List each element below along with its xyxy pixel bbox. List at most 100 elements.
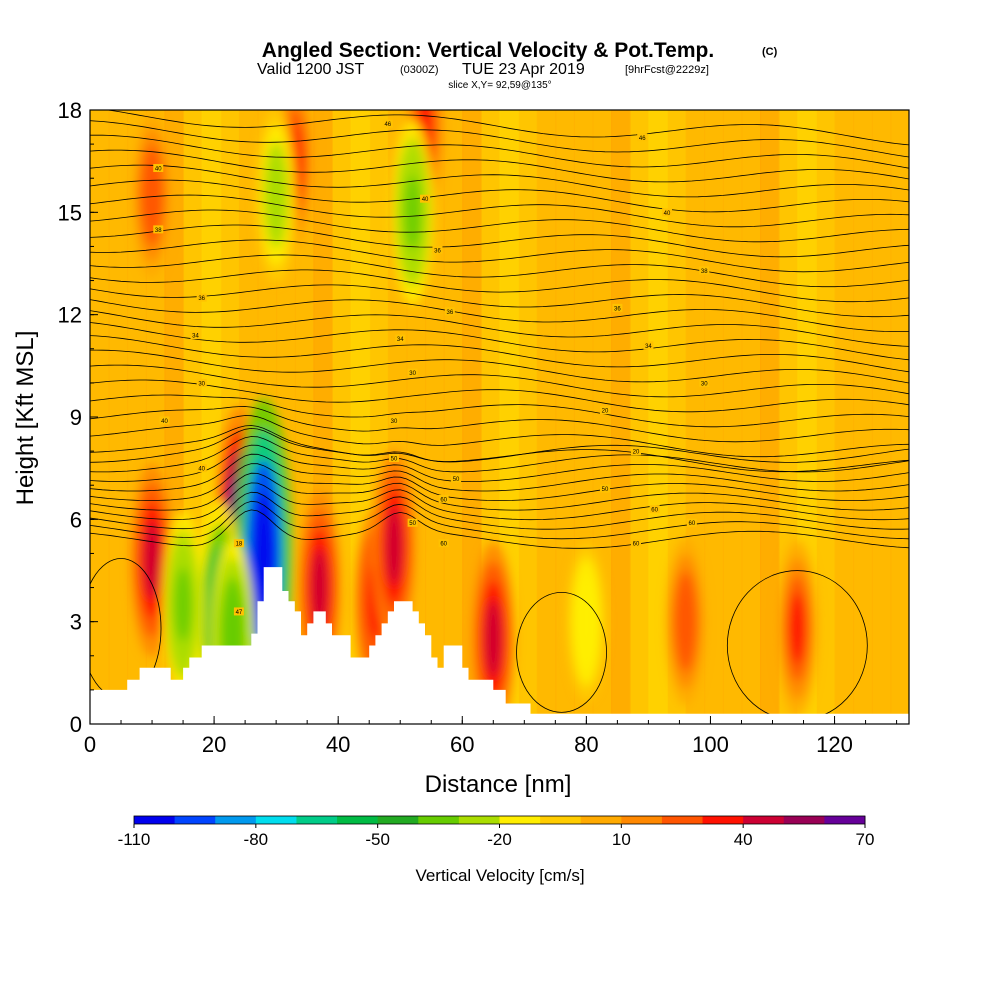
isentrope-label: 34 — [397, 337, 404, 343]
isentrope-line — [90, 299, 909, 332]
isentrope-line — [516, 591, 607, 713]
y-tick-label: 6 — [70, 507, 82, 532]
x-axis-label: Distance [nm] — [425, 771, 572, 798]
isentrope-line — [90, 224, 909, 258]
colorbar-swatch — [661, 816, 704, 824]
isentrope-line — [105, 110, 909, 146]
downdraft-core — [174, 567, 192, 642]
updraft-core — [484, 600, 502, 678]
velocity-stripe — [536, 110, 557, 724]
isentrope-label: 20 — [633, 450, 640, 456]
isentrope-line — [90, 415, 909, 458]
isentrope-label-bg — [196, 378, 207, 387]
velocity-stripe — [871, 110, 892, 724]
colorbar-swatch — [743, 816, 785, 824]
chart-title: Angled Section: Vertical Velocity & Pot.… — [262, 39, 714, 62]
isentrope-label: 36 — [447, 310, 454, 316]
colorbar-swatch — [702, 816, 744, 824]
isentrope-line — [90, 463, 909, 502]
colorbar-swatch — [215, 816, 257, 824]
isentrope-label-bg — [699, 378, 710, 387]
updraft-core — [311, 548, 329, 627]
isentrope-label: 34 — [645, 344, 652, 350]
velocity-stripe — [443, 110, 464, 724]
colorbar-swatch — [499, 816, 541, 824]
y-tick-label: 0 — [70, 712, 82, 737]
colorbar-swatch — [458, 816, 500, 824]
isentrope-line — [90, 453, 909, 492]
isentrope-line — [90, 472, 909, 511]
isentrope-label: 47 — [236, 610, 243, 616]
y-axis-label: Height [Kft MSL] — [12, 331, 39, 506]
colorbar-tick-label: -80 — [244, 830, 269, 849]
chart-titles: Angled Section: Vertical Velocity & Pot.… — [257, 39, 778, 91]
isentrope-label: 38 — [155, 228, 162, 234]
isentrope-lines — [90, 110, 909, 721]
isentrope-label-bg — [599, 406, 610, 415]
isentrope-line — [90, 239, 909, 273]
velocity-stripe — [722, 110, 743, 724]
isentrope-line — [90, 379, 909, 413]
colorbar-swatch — [418, 816, 460, 824]
colorbar-swatch — [824, 816, 866, 824]
colorbar-tick-label: 40 — [734, 830, 753, 849]
colorbar-tick-label: 70 — [856, 830, 875, 849]
isentrope-label: 60 — [651, 508, 658, 514]
downdraft-core — [578, 589, 594, 654]
colorbar-swatch — [296, 816, 338, 824]
y-axis: 0 3 6 9 12 15 18 — [58, 98, 98, 737]
isentrope-label: 50 — [391, 456, 398, 462]
isentrope-label-bg — [686, 518, 697, 527]
velocity-stripe — [760, 110, 780, 724]
colorbar-tick-label: 10 — [612, 830, 631, 849]
isentrope-label: 40 — [664, 211, 671, 217]
colorbar-swatch — [377, 816, 419, 824]
x-tick-label: 0 — [84, 732, 96, 757]
isentrope-label-bg — [395, 334, 406, 343]
isentrope-line — [90, 427, 909, 463]
downdraft-core — [404, 175, 421, 250]
x-tick-label: 80 — [574, 732, 598, 757]
colorbar: -110 -80 -50 -20 10 40 70 — [118, 815, 875, 849]
isentrope-label-bg — [190, 331, 201, 340]
isentrope-label: 34 — [192, 334, 199, 340]
isentrope-label-bg — [389, 416, 400, 425]
isentrope-label: 30 — [198, 381, 205, 387]
terrain — [90, 567, 909, 724]
isentrope-label-bg — [631, 447, 641, 456]
isentrope-label-bg — [407, 368, 418, 377]
isentrope-line — [90, 364, 909, 398]
isentrope-label-bg — [451, 474, 462, 483]
velocity-stripe — [90, 110, 110, 724]
colorbar-swatch — [540, 816, 582, 824]
isentrope-label-bg — [637, 133, 648, 142]
colorbar-swatch — [134, 816, 176, 824]
isentrope-line — [90, 491, 909, 530]
isentrope-line — [90, 482, 909, 521]
isentrope-label-bg — [153, 225, 164, 234]
updraft-core — [385, 507, 403, 586]
updraft-core — [789, 593, 806, 664]
isentrope-label: 60 — [440, 497, 447, 503]
isentrope-line — [90, 149, 909, 183]
isentrope-label: 18 — [236, 542, 243, 548]
chart-title-suffix: (C) — [762, 46, 778, 58]
isentrope-label: 60 — [633, 542, 640, 548]
isentrope-label-bg — [432, 245, 443, 254]
velocity-stripe — [834, 110, 855, 724]
x-tick-label: 20 — [202, 732, 226, 757]
isentrope-line — [90, 444, 909, 482]
isentrope-label-bg — [649, 505, 660, 514]
isentrope-label-bg — [196, 293, 207, 302]
x-tick-label: 40 — [326, 732, 350, 757]
y-tick-label: 9 — [70, 405, 82, 430]
isentrope-label-bg — [662, 208, 673, 217]
isentrope-line — [90, 194, 909, 228]
velocity-stripe — [815, 110, 836, 724]
isentrope-label-bg — [438, 539, 449, 548]
colorbar-tick-label: -50 — [365, 830, 390, 849]
downdraft-core — [268, 159, 285, 231]
velocity-stripe — [555, 110, 575, 724]
velocity-stripe — [462, 110, 482, 724]
